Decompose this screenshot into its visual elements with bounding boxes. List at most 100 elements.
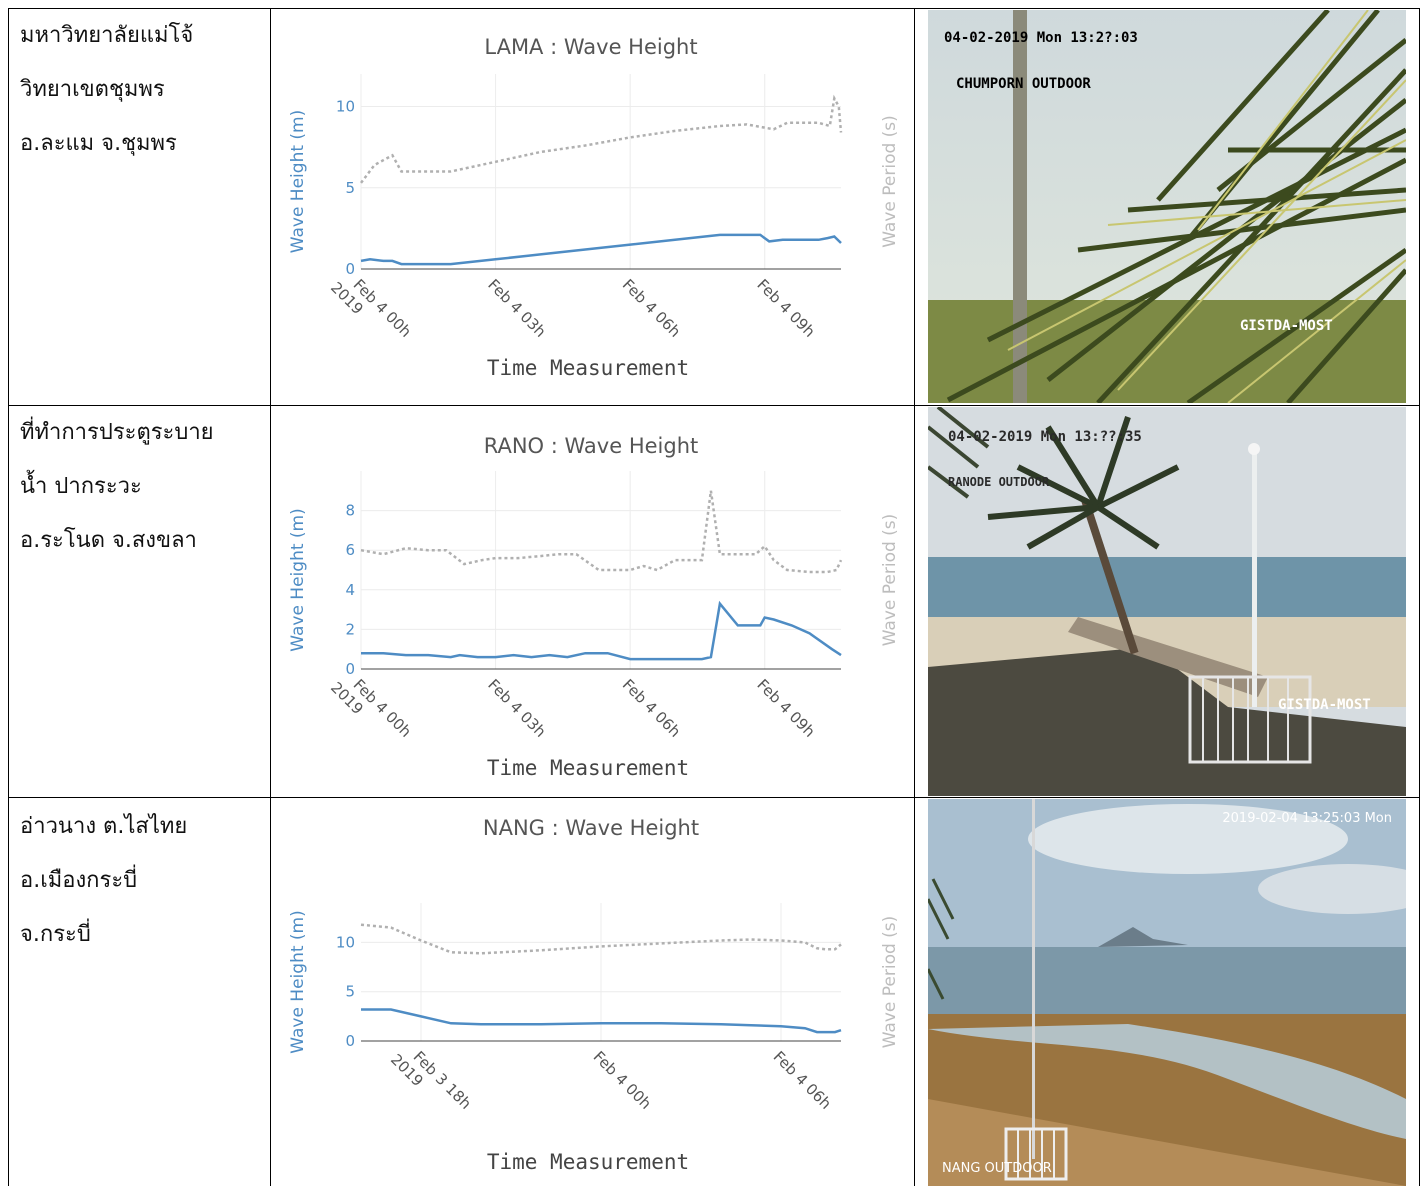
sand-foreground: [928, 1099, 1406, 1186]
location-line: จ.กระบี่: [20, 922, 91, 947]
sea: [928, 557, 1406, 627]
x-tick-label: Feb 4 09h: [753, 676, 818, 741]
x-tick-label-line: Feb 4 00h: [590, 1048, 655, 1113]
x-tick-label: Feb 4 09h: [753, 276, 818, 341]
location-cell-lama: มหาวิทยาลัยแม่โจ้ วิทยาเขตชุมพร อ.ละแม จ…: [20, 14, 270, 166]
wave-height-line: [360, 233, 842, 266]
mast: [1032, 799, 1035, 1159]
nang-scene: [928, 799, 1406, 1186]
casuarina: [928, 407, 990, 499]
wave-period-line: [360, 490, 843, 574]
chart-title: RANO : Wave Height: [484, 434, 699, 458]
fence: [1188, 675, 1312, 764]
palm-fronds: [946, 10, 1406, 403]
x-tick-label-line: Feb 4 09h: [753, 676, 818, 741]
camera-name: RANODE OUTDOOR: [948, 475, 1050, 489]
location-line: อ.ระโนด จ.สงขลา: [20, 528, 197, 553]
ground: [928, 300, 1406, 403]
chumporn-scene: [928, 10, 1406, 403]
camera-image-chumporn: 04-02-2019 Mon 13:2?:03 CHUMPORN OUTDOOR…: [928, 10, 1406, 403]
palm-highlights: [1007, 10, 1406, 403]
mound: [928, 647, 1406, 796]
camera-watermark: GISTDA-MOST: [1240, 318, 1333, 334]
y-tick-label: 4: [345, 581, 355, 599]
mast: [1252, 447, 1257, 707]
fence-slats: [1202, 677, 1289, 762]
location-line: อ.ละแม จ.ชุมพร: [20, 131, 177, 156]
location-line: อ.เมืองกระบี่: [20, 868, 138, 893]
camera-timestamp: 2019-02-04 13:25:03 Mon: [1222, 811, 1392, 826]
sensor: [1248, 443, 1260, 455]
ranode-scene: [928, 407, 1406, 796]
table-divider-col1: [270, 8, 271, 1186]
wave-period-line: [360, 94, 843, 184]
location-cell-nang: อ่าวนาง ต.ไสไทย อ.เมืองกระบี่ จ.กระบี่: [20, 805, 270, 957]
location-cell-rano: ที่ทำการประตูระบาย น้ำ ปากระวะ อ.ระโนด จ…: [20, 411, 270, 563]
wave-period-line: [360, 923, 842, 955]
x-tick-label-line: Feb 4 06h: [619, 676, 684, 741]
y-tick-label: 2: [345, 620, 355, 638]
camera-image-nang: 2019-02-04 13:25:03 Mon NANG OUTDOOR: [928, 799, 1406, 1186]
fence-slats: [1017, 1129, 1055, 1179]
table-border-top: [8, 8, 1420, 9]
cloud: [1028, 804, 1348, 874]
y-tick-label: 10: [336, 933, 355, 951]
camera-timestamp: 04-02-2019 Mon 13:2?:03: [944, 30, 1138, 46]
table-divider-col2: [914, 8, 915, 1186]
camera-watermark: GISTDA-MOST: [1278, 697, 1371, 713]
location-line: ที่ทำการประตูระบาย: [20, 420, 214, 445]
x-tick-label-line: Feb 4 06h: [619, 276, 684, 341]
y-tick-label: 10: [336, 98, 355, 116]
y-axis-title: Wave Height (m): [288, 910, 308, 1054]
location-line: มหาวิทยาลัยแม่โจ้: [20, 23, 194, 48]
y-tick-label: 0: [345, 1032, 355, 1050]
y2-axis-title: Wave Period (s): [880, 514, 900, 647]
camera-image-ranode: 04-02-2019 Mon 13:??:35 RANODE OUTDOOR G…: [928, 407, 1406, 796]
y-tick-label: 5: [345, 983, 355, 1001]
palm-trunk: [1081, 499, 1139, 655]
x-tick-label: Feb 4 00h: [590, 1048, 655, 1113]
sea: [928, 947, 1406, 1017]
x-tick-label-line: Feb 4 03h: [484, 276, 549, 341]
table-divider-row1: [8, 405, 1420, 406]
table-border-left: [8, 8, 9, 1186]
x-tick-label: Feb 4 03h: [484, 276, 549, 341]
camera-name: CHUMPORN OUTDOOR: [956, 76, 1091, 92]
table-border-right: [1419, 8, 1420, 1186]
cloud: [1258, 864, 1406, 914]
x-tick-label: Feb 4 03h: [484, 676, 549, 741]
location-line: น้ำ ปากระวะ: [20, 474, 142, 499]
camera-timestamp: 04-02-2019 Mon 13:??:35: [948, 429, 1142, 445]
x-tick-label: Feb 4 06h: [619, 676, 684, 741]
location-line: วิทยาเขตชุมพร: [20, 77, 165, 102]
x-tick-label: Feb 4 06h: [770, 1048, 835, 1113]
island: [1098, 927, 1188, 947]
chart-title: NANG : Wave Height: [483, 816, 699, 840]
shrubs: [928, 878, 955, 1000]
x-tick-label-line: Feb 4 09h: [753, 276, 818, 341]
y-tick-label: 0: [345, 260, 355, 278]
y-axis-title: Wave Height (m): [288, 508, 308, 652]
location-line: อ่าวนาง ต.ไสไทย: [20, 814, 188, 839]
chart-title: LAMA : Wave Height: [484, 35, 697, 59]
wave-height-line: [361, 1008, 842, 1034]
y-axis-title: Wave Height (m): [288, 110, 308, 254]
x-tick-label-line: Feb 4 03h: [484, 676, 549, 741]
y2-axis-title: Wave Period (s): [880, 115, 900, 248]
x-axis-title: Time Measurement: [487, 1150, 689, 1174]
y-tick-label: 5: [345, 179, 355, 197]
palm-crown: [987, 416, 1180, 550]
pole: [1013, 10, 1027, 403]
y2-axis-title: Wave Period (s): [880, 916, 900, 1049]
y-tick-label: 8: [345, 502, 355, 520]
x-tick-label: Feb 4 06h: [619, 276, 684, 341]
y-tick-label: 6: [345, 541, 355, 559]
x-axis-title: Time Measurement: [487, 756, 689, 780]
fence: [1004, 1127, 1068, 1181]
